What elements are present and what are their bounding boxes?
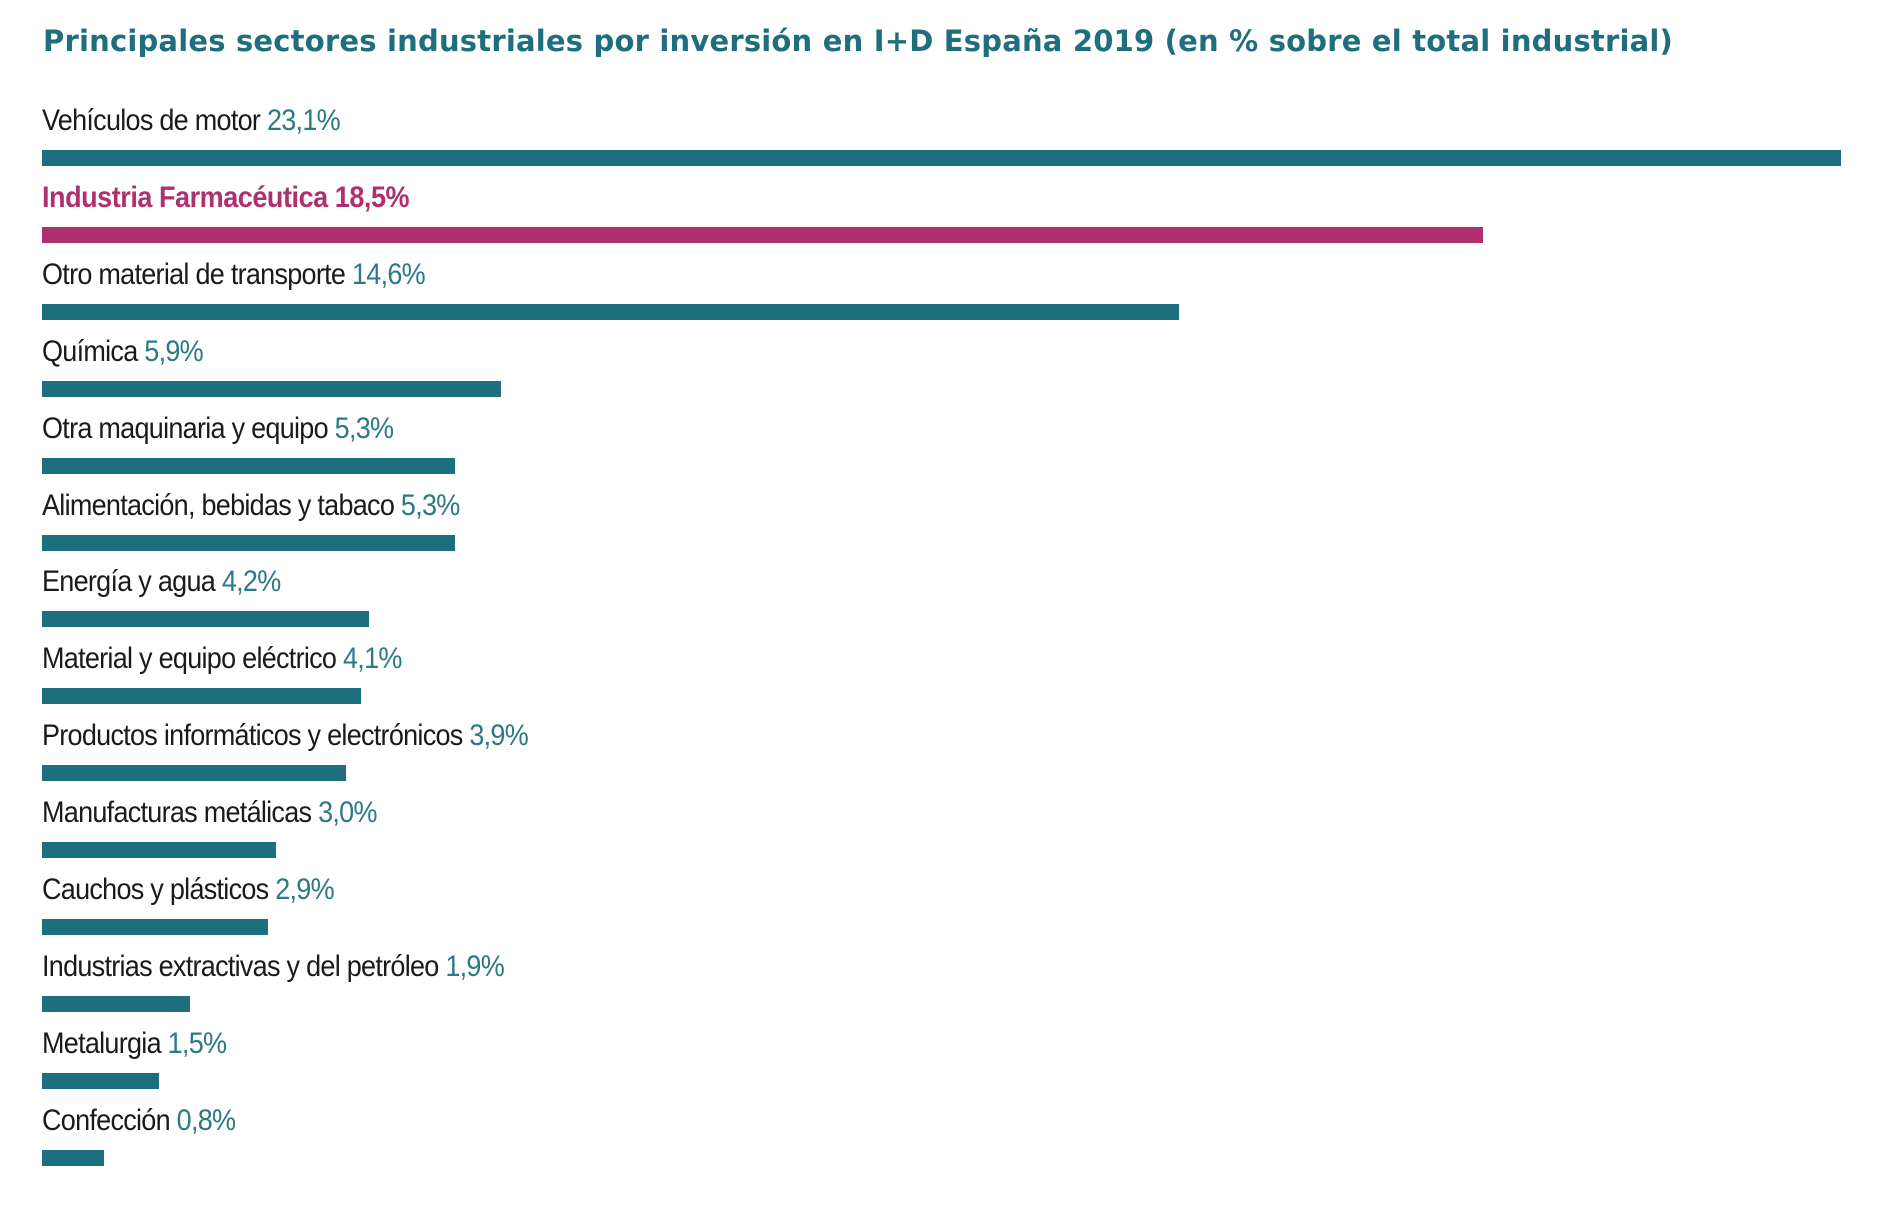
value-label: 5,3%	[334, 411, 394, 445]
bar-label: Otro material de transporte 14,6%	[42, 257, 426, 292]
value-label: 5,9%	[144, 334, 203, 368]
value-label: 4,2%	[221, 565, 281, 599]
value-label: 3,0%	[318, 796, 377, 830]
category-label: Industria Farmacéutica	[42, 180, 335, 214]
bar-label: Industria Farmacéutica 18,5%	[42, 180, 410, 215]
category-label: Manufacturas metálicas	[42, 796, 319, 830]
bar	[42, 765, 346, 782]
value-label: 18,5%	[334, 180, 410, 214]
category-label: Otra maquinaria y equipo	[42, 411, 335, 445]
value-label: 1,5%	[167, 1026, 227, 1060]
bar-label: Alimentación, bebidas y tabaco 5,3%	[42, 489, 460, 523]
category-label: Confección	[42, 1103, 177, 1137]
bar-label: Industrias extractivas y del petróleo 1,…	[42, 949, 505, 984]
bar	[42, 688, 362, 705]
value-label: 3,9%	[469, 719, 528, 753]
category-label: Química	[42, 334, 145, 368]
bar	[42, 611, 370, 628]
bar-label: Metalurgia 1,5%	[42, 1026, 227, 1061]
bar	[42, 995, 190, 1012]
category-label: Alimentación, bebidas y tabaco	[42, 488, 401, 522]
category-label: Metalurgia	[42, 1026, 168, 1060]
value-label: 0,8%	[176, 1103, 236, 1137]
category-label: Otro material de transporte	[42, 257, 352, 291]
value-label: 2,9%	[275, 873, 334, 906]
bar	[42, 534, 455, 551]
bar-label: Energía y agua 4,2%	[42, 565, 281, 599]
category-label: Cauchos y plásticos	[42, 873, 276, 906]
bar	[42, 457, 455, 474]
bar	[42, 303, 1180, 320]
value-label: 4,1%	[342, 642, 402, 676]
value-label: 23,1%	[266, 104, 341, 137]
bar-label: Confección 0,8%	[42, 1103, 236, 1138]
category-label: Industrias extractivas y del petróleo	[42, 949, 446, 983]
bar-label: Otra maquinaria y equipo 5,3%	[42, 411, 394, 446]
bar	[42, 1149, 105, 1166]
bar	[42, 1072, 159, 1089]
bar	[42, 380, 502, 397]
category-label: Energía y agua	[42, 565, 222, 599]
bar-label: Productos informáticos y electrónicos 3,…	[42, 719, 529, 753]
chart-title: Principales sectores industriales por in…	[43, 24, 1673, 58]
value-label: 14,6%	[351, 257, 426, 291]
bar	[42, 842, 276, 859]
bar-label: Química 5,9%	[42, 334, 204, 369]
value-label: 1,9%	[445, 949, 505, 983]
category-label: Productos informáticos y electrónicos	[42, 719, 470, 753]
bar	[42, 919, 268, 935]
bar	[42, 226, 1483, 243]
bar-label: Vehículos de motor 23,1%	[42, 104, 341, 138]
bar	[42, 150, 1841, 166]
category-label: Vehículos de motor	[42, 104, 267, 137]
value-label: 5,3%	[400, 488, 460, 522]
bar-label: Manufacturas metálicas 3,0%	[42, 796, 377, 830]
bar-label: Cauchos y plásticos 2,9%	[42, 873, 335, 907]
bar-label: Material y equipo eléctrico 4,1%	[42, 642, 402, 676]
category-label: Material y equipo eléctrico	[42, 642, 343, 676]
